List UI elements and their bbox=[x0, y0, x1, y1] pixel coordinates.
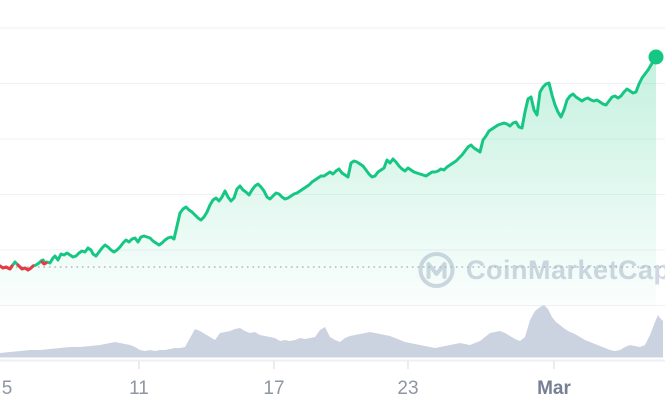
price-line-loss-segment bbox=[16, 263, 35, 272]
price-line bbox=[0, 55, 658, 272]
x-axis-label-11: 11 bbox=[129, 378, 149, 399]
x-axis-labels: 5 11 17 23 Mar bbox=[0, 378, 665, 404]
x-axis-label-mar: Mar bbox=[537, 378, 571, 399]
last-price-dot bbox=[648, 49, 664, 65]
x-axis-label-17: 17 bbox=[263, 378, 285, 399]
x-axis-label-5: 5 bbox=[1, 378, 13, 399]
price-line-loss-segment bbox=[0, 264, 14, 271]
x-axis-label-23: 23 bbox=[397, 378, 419, 399]
price-line-loss-segment bbox=[40, 260, 48, 266]
price-line-loss-segments bbox=[0, 260, 48, 272]
price-area-fill bbox=[0, 57, 656, 306]
x-axis-tick-marks bbox=[138, 361, 555, 369]
volume-area bbox=[0, 305, 663, 358]
